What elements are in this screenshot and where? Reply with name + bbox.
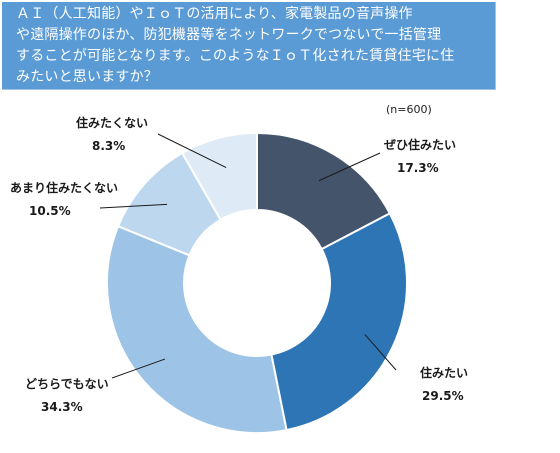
leader-line-3	[99, 203, 168, 209]
slice-label-3-name: あまり住みたくない	[10, 180, 118, 195]
sample-size: (n=600)	[386, 103, 432, 116]
question-line-1: ＡＩ（人工知能）やＩｏＴの活用により、家電製品の音声操作	[16, 6, 413, 22]
slice-label-0-name: ぜひ住みたい	[384, 137, 456, 152]
question-line-2: や遠隔操作のほか、防犯機器等をネットワークでつないで一括管理	[16, 27, 442, 43]
question-line-4: みたいと思いますか？	[16, 69, 158, 85]
slice-label-2-name: どちらでもない	[25, 377, 109, 391]
question-box: ＡＩ（人工知能）やＩｏＴの活用により、家電製品の音声操作 や遠隔操作のほか、防犯…	[2, 2, 496, 90]
slice-label-1-name: 住みたい	[420, 365, 468, 380]
question-line-3: することが可能となります。このようなＩｏＴ化された賃貸住宅に住	[16, 48, 455, 64]
slice-1	[270, 212, 408, 432]
leader-line-4	[157, 133, 227, 168]
slice-label-0-value: 17.3%	[397, 161, 439, 175]
slice-label-4-name: 住みたくない	[76, 115, 148, 130]
leader-line-0	[318, 152, 381, 182]
leader-line-2	[111, 358, 166, 379]
slice-label-1-value: 29.5%	[422, 389, 464, 403]
slice-2	[106, 224, 288, 434]
leader-line-1	[364, 334, 397, 371]
slice-label-3-value: 10.5%	[29, 204, 71, 218]
slice-label-4-value: 8.3%	[92, 139, 125, 153]
slice-label-2-value: 34.3%	[41, 400, 83, 414]
